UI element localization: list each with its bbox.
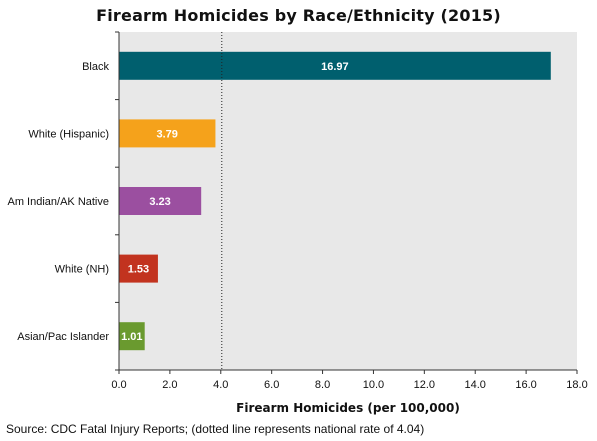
x-tick-label: 8.0 (315, 379, 330, 391)
category-label: White (Hispanic) (28, 128, 109, 140)
x-tick-label: 10.0 (363, 379, 384, 391)
x-tick-label: 12.0 (414, 379, 435, 391)
x-tick-label: 2.0 (162, 379, 177, 391)
data-label: 1.53 (128, 264, 149, 276)
x-tick-label: 18.0 (566, 379, 587, 391)
bar-asian-pac-islander (119, 322, 145, 351)
data-label: 1.01 (121, 331, 142, 343)
x-axis-title: Firearm Homicides (per 100,000) (236, 401, 460, 415)
bar-white-hispanic (119, 119, 216, 148)
x-tick-label: 16.0 (515, 379, 536, 391)
data-label: 3.23 (149, 196, 170, 208)
x-tick-label: 14.0 (465, 379, 486, 391)
data-label: 3.79 (157, 128, 178, 140)
x-tick-label: 4.0 (213, 379, 228, 391)
x-tick-label: 6.0 (264, 379, 279, 391)
category-label: White (NH) (55, 264, 109, 276)
category-label: Black (82, 61, 109, 73)
bar-white-nh (119, 254, 158, 283)
category-label: Asian/Pac Islander (17, 331, 109, 343)
category-label: Am Indian/AK Native (8, 196, 110, 208)
bar-black (119, 51, 551, 80)
bar-am-indian-ak-native (119, 187, 202, 215)
chart-title: Firearm Homicides by Race/Ethnicity (201… (96, 6, 501, 25)
x-tick-label: 0.0 (111, 379, 126, 391)
data-label: 16.97 (321, 61, 349, 73)
source-note: Source: CDC Fatal Injury Reports; (dotte… (6, 422, 425, 436)
